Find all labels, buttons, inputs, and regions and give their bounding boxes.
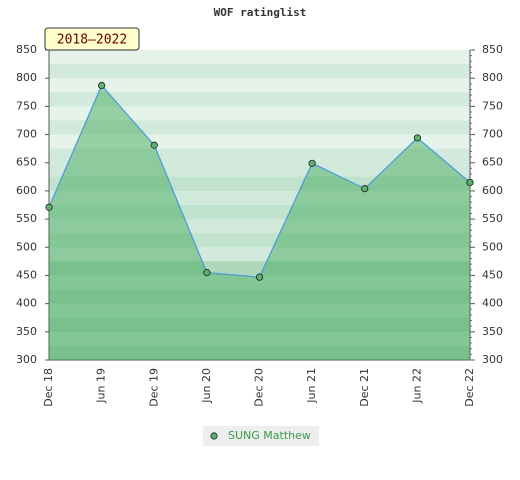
y2-tick-label: 850 xyxy=(482,43,503,56)
x-tick-label: Dec 22 xyxy=(463,368,476,407)
y2-tick-label: 400 xyxy=(482,297,503,310)
background-band xyxy=(49,331,470,347)
y2-tick-label: 300 xyxy=(482,353,503,366)
x-tick-label: Jun 20 xyxy=(200,368,213,404)
point xyxy=(308,159,316,167)
background-band xyxy=(49,345,470,361)
background-band xyxy=(49,289,470,305)
background-band xyxy=(49,106,470,121)
legend-marker xyxy=(210,432,218,440)
period-box xyxy=(44,27,140,51)
y-tick-label: 450 xyxy=(16,268,37,281)
background-band xyxy=(49,120,470,136)
x-tick-label: Dec 21 xyxy=(358,368,371,407)
y2-tick-label: 800 xyxy=(482,71,503,84)
y2-tick-label: 500 xyxy=(482,240,503,253)
background-band xyxy=(49,190,470,206)
y2-tick-label: 700 xyxy=(482,128,503,141)
background-band xyxy=(49,261,470,276)
background-band xyxy=(49,303,470,319)
y-tick-label: 300 xyxy=(16,353,37,366)
background-band xyxy=(49,64,470,79)
x-tick-label: Dec 20 xyxy=(253,368,266,407)
background-band xyxy=(49,247,470,262)
legend-label: SUNG Matthew xyxy=(228,429,311,442)
background-band xyxy=(49,233,470,248)
chart-title: WOF ratinglist xyxy=(214,6,307,19)
background-band xyxy=(49,205,470,220)
point xyxy=(413,134,421,142)
background-band xyxy=(49,50,470,65)
y-tick-label: 850 xyxy=(16,43,37,56)
point xyxy=(255,273,264,281)
background-band xyxy=(49,219,470,234)
area xyxy=(49,85,470,360)
period-label: 2018–2022 xyxy=(57,33,127,48)
y2-tick-label: 750 xyxy=(482,99,503,112)
point xyxy=(150,141,158,149)
y2-tick-label: 450 xyxy=(482,268,503,281)
x-tick-label: Jun 19 xyxy=(95,368,108,404)
y-tick-label: 400 xyxy=(16,297,37,310)
point xyxy=(45,203,53,211)
x-tick-label: Jun 21 xyxy=(305,368,318,404)
y-tick-label: 650 xyxy=(16,156,37,169)
legend-box xyxy=(203,426,319,446)
point xyxy=(361,185,369,193)
y-tick-label: 750 xyxy=(16,99,37,112)
y-tick-label: 800 xyxy=(16,71,37,84)
background-band xyxy=(49,92,470,107)
point xyxy=(98,81,106,90)
y-tick-label: 500 xyxy=(16,240,37,253)
background-band xyxy=(49,78,470,93)
y-tick-label: 600 xyxy=(16,184,37,197)
y-tick-label: 350 xyxy=(16,325,37,338)
point xyxy=(203,269,211,277)
background-band xyxy=(49,317,470,333)
point xyxy=(466,178,474,187)
y2-tick-label: 600 xyxy=(482,184,503,197)
background-band xyxy=(49,162,470,178)
background-band xyxy=(49,148,470,164)
background-band xyxy=(49,275,470,291)
y2-tick-label: 350 xyxy=(482,325,503,338)
y2-tick-label: 650 xyxy=(482,156,503,169)
x-tick-label: Jun 22 xyxy=(410,368,423,404)
y2-tick-label: 550 xyxy=(482,212,503,225)
x-tick-label: Dec 18 xyxy=(42,368,55,407)
y-tick-label: 550 xyxy=(16,212,37,225)
x-tick-label: Dec 19 xyxy=(147,368,160,407)
y-tick-label: 700 xyxy=(16,128,37,141)
